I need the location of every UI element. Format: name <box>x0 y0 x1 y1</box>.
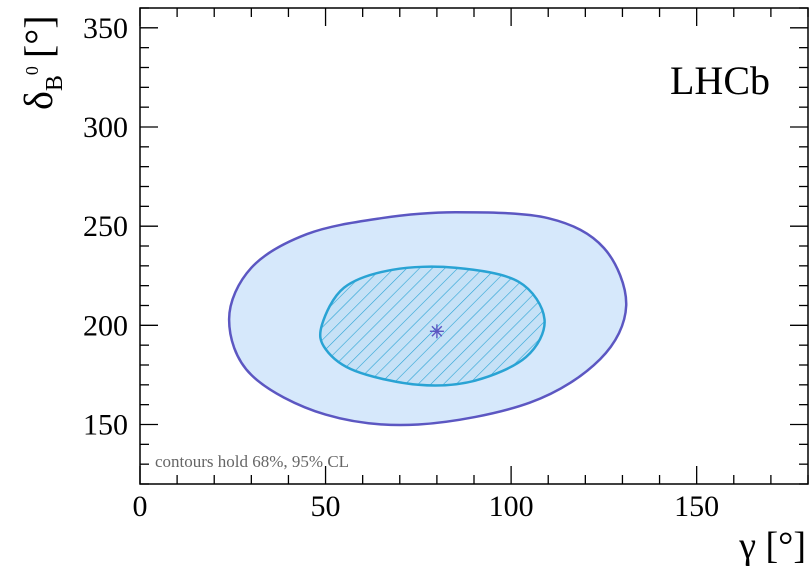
contour-68-line <box>318 265 546 387</box>
y-tick-label: 200 <box>83 309 128 342</box>
x-tick-label: 100 <box>489 490 534 523</box>
contour-layer <box>227 211 628 427</box>
y-axis-ticks: 150 200 250 300 350 <box>83 7 808 485</box>
y-tick-label: 300 <box>83 111 128 144</box>
y-axis-title-unit: [°] <box>16 15 61 58</box>
best-fit-layer <box>429 324 444 339</box>
legend-note: contours hold 68%, 95% CL <box>155 452 349 471</box>
best-fit-marker <box>429 324 444 339</box>
y-tick-label: 150 <box>83 409 128 442</box>
y-tick-label: 250 <box>83 210 128 243</box>
x-tick-label: 50 <box>311 490 341 523</box>
y-axis-title-symbol: δ <box>16 91 61 110</box>
y-axis-title: δB0 [°] <box>16 15 68 110</box>
y-axis-title-superscript: 0 <box>22 66 42 75</box>
plot-frame <box>139 7 809 485</box>
svg-text:δB0[°]: δB0 [°] <box>16 15 68 110</box>
x-tick-label: 0 <box>133 490 148 523</box>
contour-95-line <box>227 211 628 427</box>
x-axis-title: γ [°] <box>738 525 806 567</box>
y-tick-label: 350 <box>83 12 128 45</box>
x-tick-label: 150 <box>674 490 719 523</box>
x-axis-ticks: 0 50 100 150 <box>133 8 809 523</box>
experiment-label: LHCb <box>670 58 770 103</box>
y-axis-title-subscript: B <box>42 75 68 91</box>
